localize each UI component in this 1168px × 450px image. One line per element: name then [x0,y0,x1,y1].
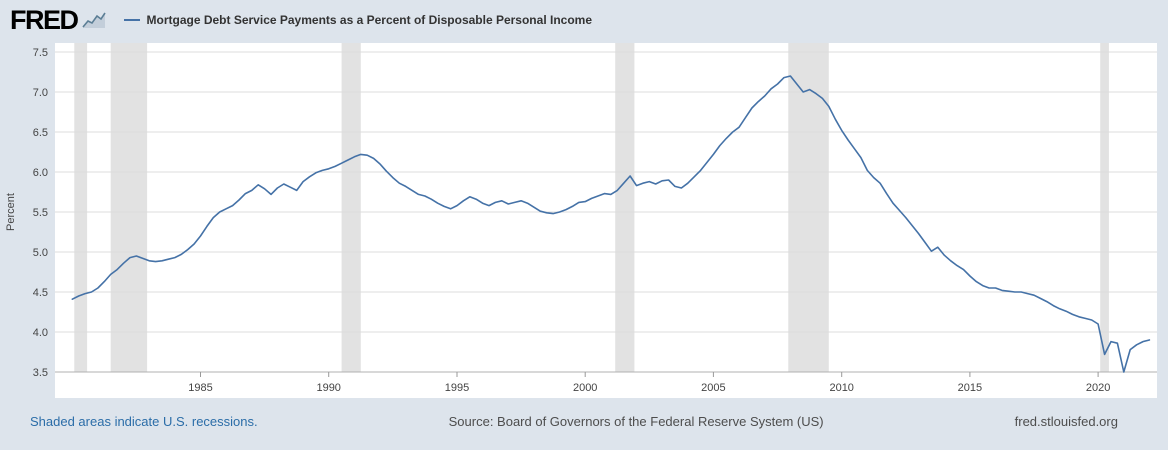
plot-background [55,43,1157,398]
recession-band [74,43,88,372]
legend-line-swatch [123,19,140,21]
recession-band [341,43,361,372]
x-tick-label: 2020 [1086,382,1110,394]
y-axis-title: Percent [5,193,17,231]
legend-series-label: Mortgage Debt Service Payments as a Perc… [146,13,593,27]
y-tick-label: 5.0 [33,247,48,259]
site-text: fred.stlouisfed.org [1014,414,1118,429]
recession-note-link[interactable]: Shaded areas indicate U.S. recessions. [30,414,258,429]
y-tick-label: 5.5 [33,207,48,219]
x-tick-label: 2005 [701,382,725,394]
chart-legend: Mortgage Debt Service Payments as a Perc… [123,13,593,27]
x-tick-label: 1985 [188,382,212,394]
y-tick-label: 4.5 [33,287,48,299]
y-tick-label: 7.5 [33,47,48,59]
recession-band [615,43,635,372]
y-tick-label: 7.0 [33,87,48,99]
line-chart[interactable]: 3.5 4.0 4.5 5.0 5.5 6.0 6.5 7.0 7.5 1985 1990 1995 2… [0,40,1168,408]
recession-band [1100,43,1109,372]
y-tick-label: 4.0 [33,327,48,339]
chart-footer: Shaded areas indicate U.S. recessions. S… [0,408,1168,429]
x-tick-label: 2000 [573,382,597,394]
chart-header: FRED Mortgage Debt Service Payments as a… [0,0,1168,40]
fred-logo-text: FRED [10,4,79,35]
x-tick-label: 1990 [316,382,340,394]
y-tick-label: 3.5 [33,367,48,379]
y-tick-label: 6.5 [33,127,48,139]
x-tick-label: 2010 [829,382,853,394]
y-tick-label: 6.0 [33,167,48,179]
fred-logo[interactable]: FRED [10,4,106,35]
fred-logo-sparkline-icon [81,12,106,28]
recession-band [110,43,148,372]
series-line [71,75,1151,373]
source-text: Source: Board of Governors of the Federa… [448,414,824,429]
x-tick-label: 1995 [445,382,469,394]
x-tick-label: 2015 [958,382,982,394]
